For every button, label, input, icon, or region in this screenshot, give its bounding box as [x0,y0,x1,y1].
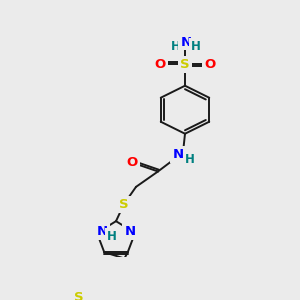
Text: H: H [191,40,201,53]
Text: O: O [154,58,166,71]
Text: H: H [171,40,181,53]
Text: O: O [204,58,216,71]
Text: N: N [124,225,136,238]
Text: O: O [126,155,138,169]
Text: N: N [172,148,184,161]
Text: S: S [74,291,84,300]
Text: N: N [180,35,192,49]
Text: S: S [119,197,129,211]
Text: N: N [96,225,107,238]
Text: H: H [185,153,195,166]
Text: H: H [107,230,117,243]
Text: S: S [180,58,190,71]
